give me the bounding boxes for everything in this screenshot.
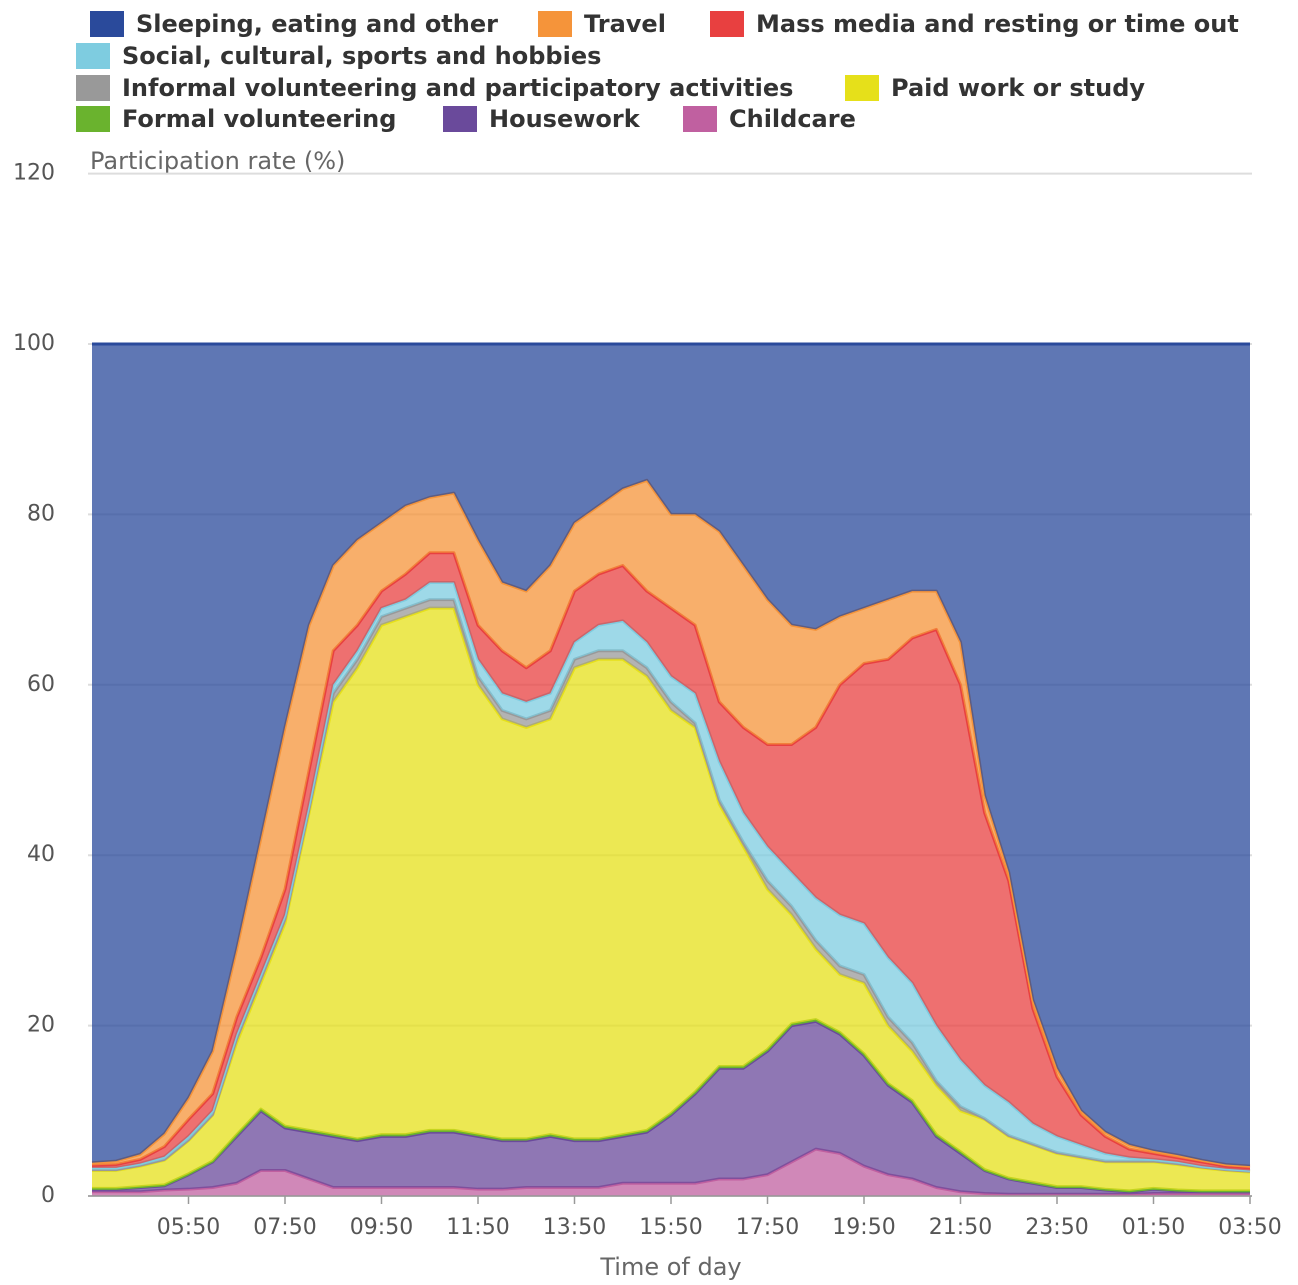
x-tick-label: 01:50	[1122, 1215, 1185, 1240]
x-tick-label: 07:50	[253, 1215, 316, 1240]
x-tick-label: 21:50	[929, 1215, 992, 1240]
area	[92, 608, 1250, 1191]
area	[92, 344, 1250, 1167]
legend-label: Formal volunteering	[122, 105, 396, 133]
y-tick-label: 40	[27, 842, 55, 867]
x-tick-label: 13:50	[543, 1215, 606, 1240]
x-tick-label: 19:50	[832, 1215, 895, 1240]
area	[92, 1149, 1250, 1196]
legend-label: Travel	[584, 10, 666, 38]
area	[92, 582, 1250, 1172]
legend-swatch[interactable]	[90, 11, 124, 37]
legend-label: Paid work or study	[891, 74, 1145, 102]
legend-label: Social, cultural, sports and hobbies	[122, 42, 601, 70]
y-tick-label: 20	[27, 1013, 55, 1038]
legend-label: Childcare	[729, 105, 856, 133]
legend-label: Mass media and resting or time out	[756, 10, 1239, 38]
y-axis-title: Participation rate (%)	[90, 147, 345, 175]
x-tick-label: 03:50	[1218, 1215, 1281, 1240]
x-tick-label: 11:50	[446, 1215, 509, 1240]
x-tick-label: 17:50	[736, 1215, 799, 1240]
legend-swatch[interactable]	[443, 106, 477, 132]
x-tick-label: 09:50	[350, 1215, 413, 1240]
legend-swatch[interactable]	[845, 75, 879, 101]
y-tick-label: 60	[27, 672, 55, 697]
area	[92, 552, 1250, 1171]
legend-swatch[interactable]	[76, 75, 110, 101]
y-tick-label: 100	[13, 331, 55, 356]
legend-label: Informal volunteering and participatory …	[122, 74, 793, 102]
x-tick-label: 05:50	[157, 1215, 220, 1240]
area	[92, 1021, 1250, 1195]
x-axis-title: Time of day	[599, 1253, 741, 1281]
legend-swatch[interactable]	[76, 106, 110, 132]
legend-swatch[interactable]	[710, 11, 744, 37]
legend-swatch[interactable]	[538, 11, 572, 37]
legend-label: Sleeping, eating and other	[136, 10, 498, 38]
x-tick-label: 23:50	[1025, 1215, 1088, 1240]
legend-swatch[interactable]	[76, 43, 110, 69]
y-tick-label: 80	[27, 501, 55, 526]
area	[92, 480, 1250, 1168]
y-tick-label: 0	[41, 1183, 55, 1208]
x-tick-label: 15:50	[639, 1215, 702, 1240]
area-edge	[92, 1018, 1250, 1193]
legend-label: Housework	[489, 105, 641, 133]
y-tick-label: 120	[13, 161, 55, 186]
legend-swatch[interactable]	[683, 106, 717, 132]
